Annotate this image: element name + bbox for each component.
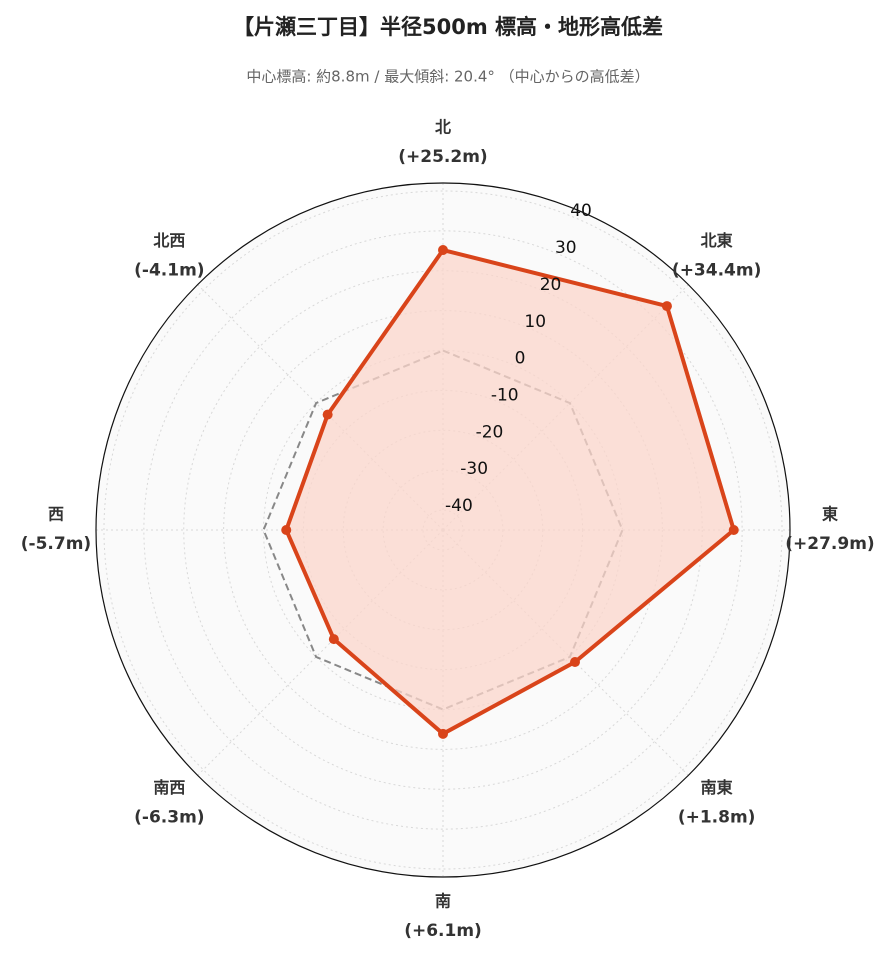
data-point [328, 634, 339, 645]
chart-subtitle: 中心標高: 約8.8m / 最大傾斜: 20.4° （中心からの高低差） [246, 68, 649, 86]
category-label: 西 [48, 505, 64, 524]
r-tick-label: -30 [460, 459, 488, 479]
r-tick-label: 30 [555, 238, 577, 258]
data-point [322, 409, 333, 420]
data-area [286, 250, 734, 734]
grid-ring [143, 230, 743, 830]
value-label: (+34.4m) [672, 260, 761, 280]
r-tick-label: 10 [524, 312, 546, 332]
data-point [438, 728, 448, 739]
value-label: (-6.3m) [134, 808, 204, 828]
value-label: (-5.7m) [21, 534, 91, 554]
value-label: (+1.8m) [678, 808, 756, 828]
category-label: 東 [822, 505, 838, 524]
category-label: 南 [435, 892, 451, 911]
r-tick-label: 20 [540, 275, 562, 295]
chart-title: 【片瀬三丁目】半径500m 標高・地形高低差 [233, 15, 663, 39]
r-tick-label: 0 [515, 349, 526, 369]
grid-ring [103, 190, 783, 870]
category-label: 北東 [701, 231, 733, 250]
value-label: (+6.1m) [404, 921, 482, 941]
category-label: 北 [435, 118, 451, 137]
r-tick-label: 40 [570, 201, 592, 221]
value-label: (+25.2m) [398, 147, 487, 167]
category-label: 北西 [153, 231, 185, 250]
baseline-polygon [262, 349, 624, 711]
plot-border [95, 182, 791, 878]
data-point [661, 301, 672, 312]
data-point [569, 656, 580, 667]
category-label: 南西 [153, 778, 185, 797]
value-label: (+27.9m) [785, 534, 874, 554]
value-label: (-4.1m) [134, 260, 204, 280]
r-tick-label: -40 [445, 496, 473, 516]
r-tick-label: -10 [491, 385, 519, 405]
data-point [728, 525, 739, 535]
category-label: 南東 [701, 778, 733, 797]
data-point [438, 245, 448, 256]
data-point [281, 525, 292, 535]
r-tick-label: -20 [476, 422, 504, 442]
